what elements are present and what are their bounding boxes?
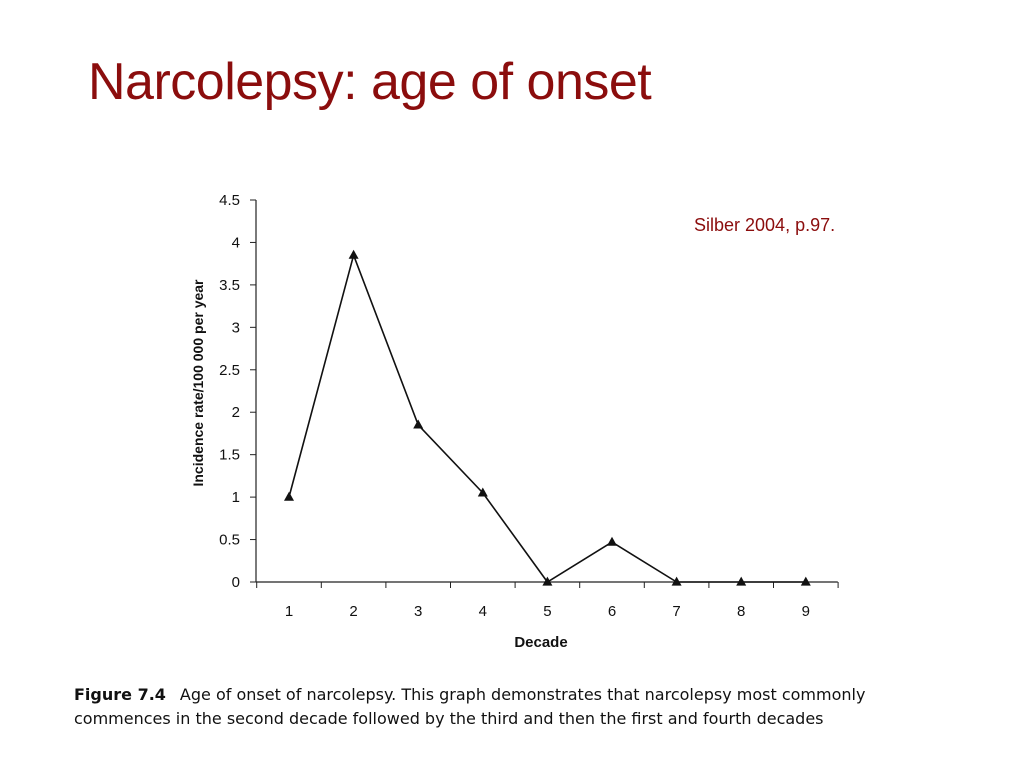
x-tick-label: 8 [737,603,745,620]
caption-text-1: Age of onset of narcolepsy. This graph d… [179,685,866,704]
data-point-marker [671,576,682,586]
x-tick-label: 9 [802,603,810,620]
y-tick-label: 1.5 [219,447,240,464]
y-axis-title: Incidence rate/100 000 per year [190,279,206,487]
caption-line-1: Figure 7.4 Age of onset of narcolepsy. Th… [74,683,974,707]
figure-caption: Figure 7.4 Age of onset of narcolepsy. Th… [74,683,974,731]
data-point-marker [284,491,294,501]
y-tick-label: 3 [232,319,240,336]
y-tick-label: 0.5 [219,532,240,549]
x-tick-label: 6 [608,603,616,620]
slide-title: Narcolepsy: age of onset [88,53,652,111]
citation: Silber 2004, p.97. [694,215,836,235]
x-tick-label: 1 [285,603,293,620]
data-point-marker [348,249,359,259]
x-tick-label: 2 [349,603,357,620]
y-tick-label: 1 [232,489,240,506]
data-point-marker [607,536,617,546]
y-tick-label: 2.5 [219,362,240,379]
incidence-line-chart: 0 0.5 1 1.5 2 2.5 3 3.5 4 4.5 1 2 3 4 5 6 7 8 9 Decade Incid… [190,192,839,651]
x-tick-label: 7 [672,603,680,620]
series-line [288,252,806,584]
x-tick-label: 3 [414,603,422,620]
data-point-marker [413,419,424,429]
y-tick-label: 4 [232,234,240,251]
y-tick-label: 2 [232,404,240,421]
data-point-marker [477,487,488,497]
data-point-marker [542,576,553,586]
x-tick-label: 5 [543,603,551,620]
y-tick-label: 4.5 [219,192,240,209]
x-tick-label: 4 [479,603,487,620]
data-point-marker [736,576,747,586]
x-axis-title: Decade [514,634,567,651]
y-tick-label: 3.5 [219,277,240,294]
data-point-marker [800,576,811,586]
figure-label: Figure 7.4 [74,685,166,704]
caption-line-2: commences in the second decade followed … [74,709,824,728]
y-tick-label: 0 [232,574,240,591]
